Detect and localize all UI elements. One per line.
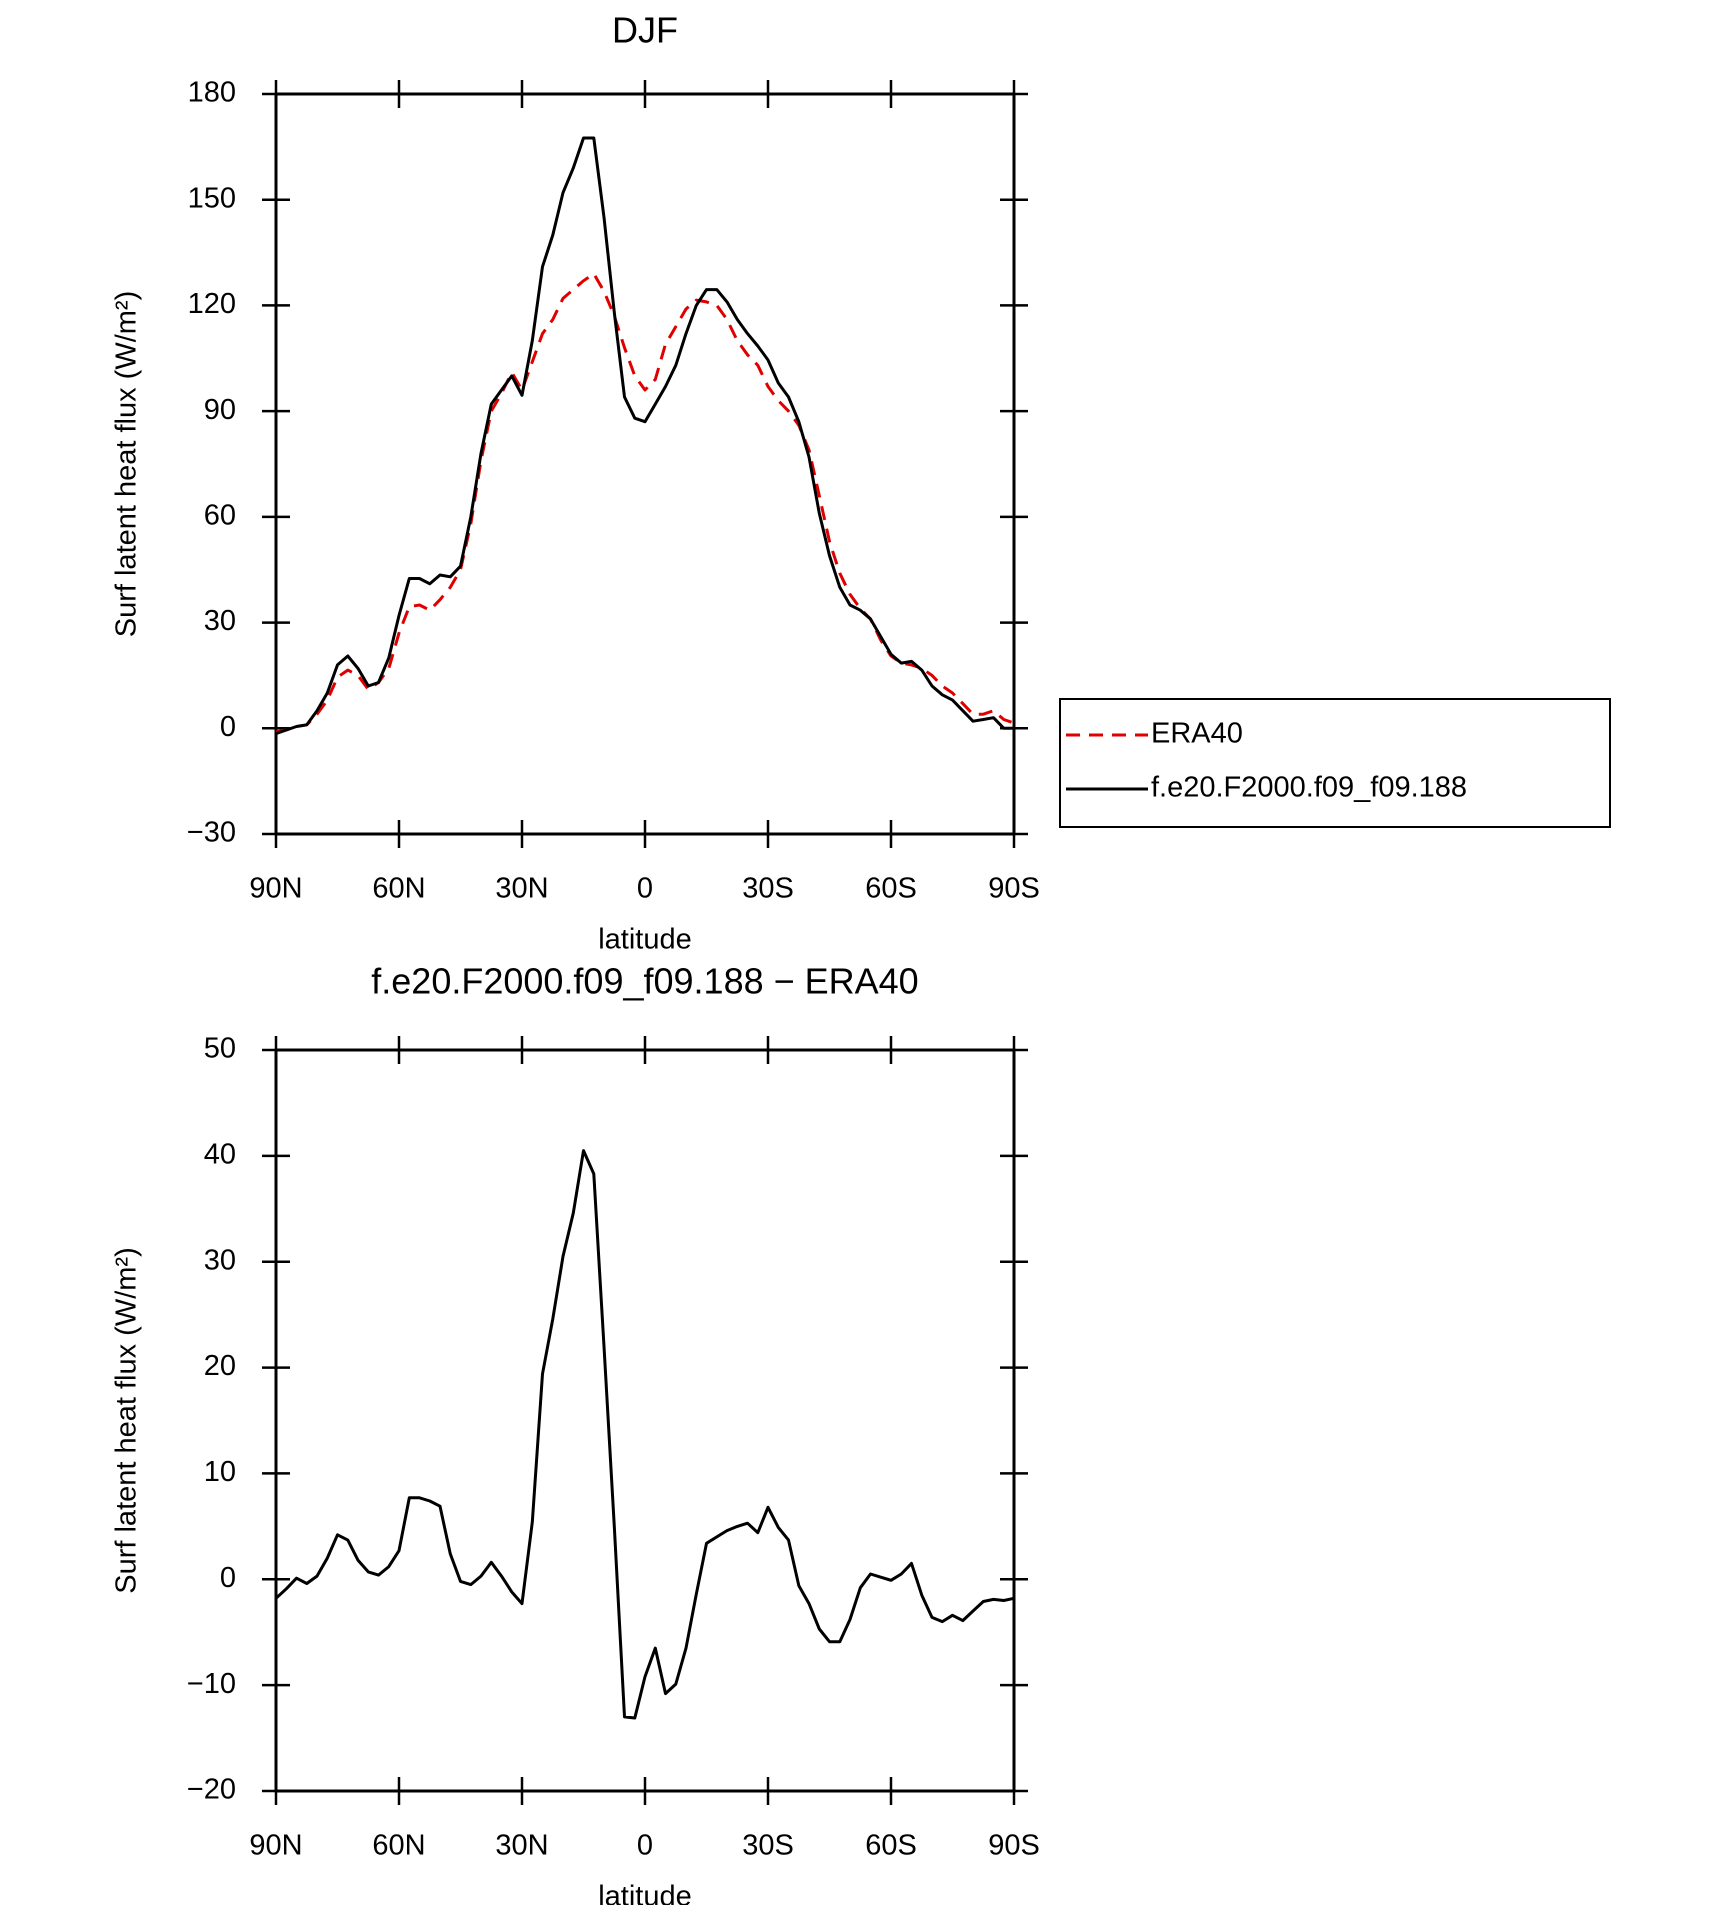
- y-tick-label: 150: [188, 182, 236, 214]
- x-axis-label: latitude: [598, 1881, 692, 1905]
- plot-frame: [274, 92, 1016, 836]
- x-tick-label: 90S: [988, 873, 1040, 905]
- x-tick-label: 30S: [742, 873, 794, 905]
- y-axis-label: Surf latent heat flux (W/m²): [111, 1247, 143, 1594]
- y-tick-label: 40: [204, 1139, 236, 1171]
- x-tick-label: 60N: [372, 1830, 425, 1862]
- y-axis-label: Surf latent heat flux (W/m²): [111, 291, 143, 638]
- y-tick-label: 60: [204, 500, 236, 532]
- x-tick-label: 30N: [495, 1830, 548, 1862]
- y-tick-label: 90: [204, 394, 236, 426]
- y-tick-label: 180: [188, 77, 236, 109]
- y-tick-label: 0: [220, 1562, 236, 1594]
- legend-label: f.e20.F2000.f09_f09.188: [1151, 772, 1467, 804]
- x-tick-label: 0: [637, 1830, 653, 1862]
- legend-box: [1059, 698, 1611, 828]
- y-tick-label: 50: [204, 1033, 236, 1065]
- x-tick-label: 60S: [865, 873, 917, 905]
- y-tick-label: 120: [188, 288, 236, 320]
- chart-title: DJF: [612, 10, 678, 51]
- y-tick-label: −20: [187, 1774, 236, 1806]
- x-axis-label: latitude: [598, 924, 692, 956]
- data-line: [275, 136, 1014, 736]
- y-tick-label: 0: [220, 711, 236, 743]
- x-tick-label: 60S: [865, 1830, 917, 1862]
- y-tick-label: −10: [187, 1668, 236, 1700]
- y-tick-label: 30: [204, 605, 236, 637]
- x-tick-label: 30S: [742, 1830, 794, 1862]
- x-tick-label: 90N: [249, 873, 302, 905]
- y-tick-label: 30: [204, 1244, 236, 1276]
- chart-title: f.e20.F2000.f09_f09.188 − ERA40: [371, 961, 918, 1002]
- data-line: [274, 1149, 1015, 1720]
- y-tick-label: 20: [204, 1350, 236, 1382]
- y-tick-label: 10: [204, 1456, 236, 1488]
- x-tick-label: 30N: [495, 873, 548, 905]
- x-tick-label: 60N: [372, 873, 425, 905]
- x-tick-label: 90N: [249, 1830, 302, 1862]
- x-tick-label: 0: [637, 873, 653, 905]
- x-tick-label: 90S: [988, 1830, 1040, 1862]
- legend-label: ERA40: [1151, 718, 1243, 750]
- y-tick-label: −30: [187, 817, 236, 849]
